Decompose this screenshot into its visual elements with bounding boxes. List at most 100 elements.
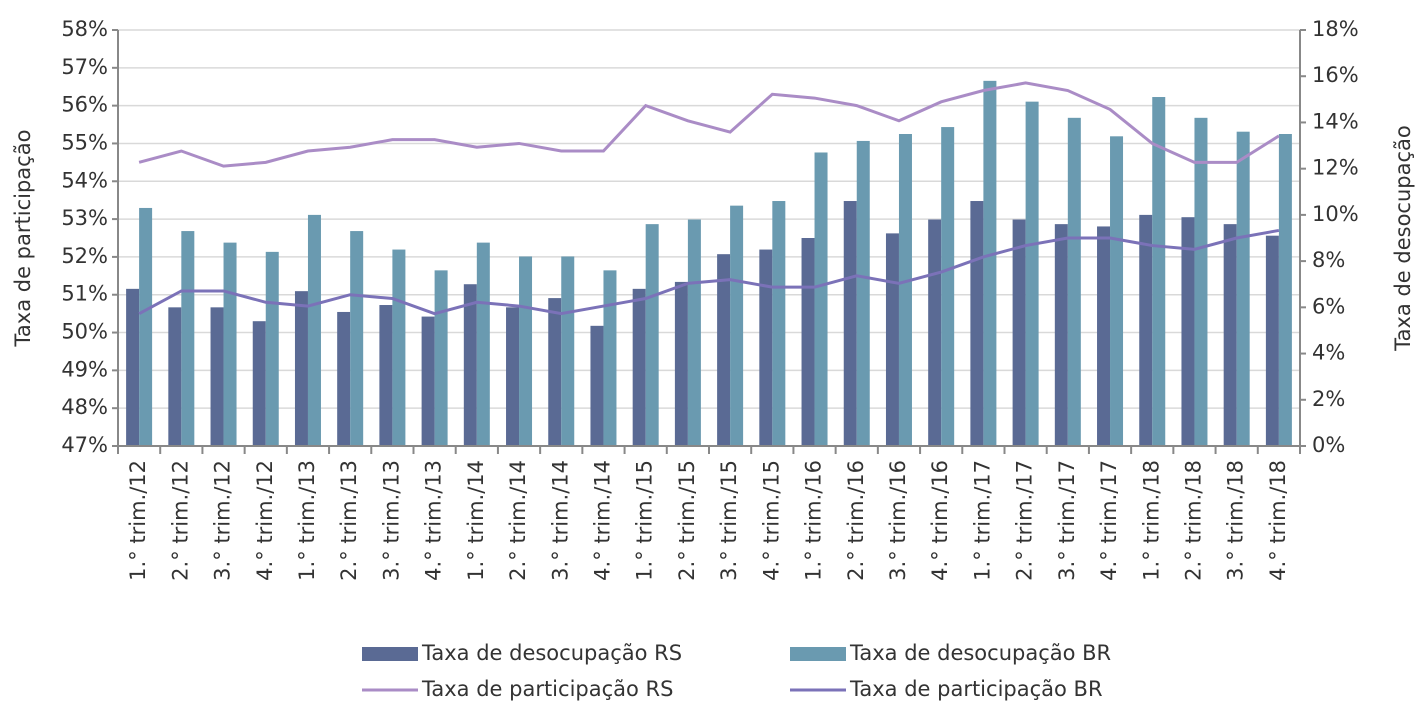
- y2-tick-label: 18%: [1312, 17, 1359, 41]
- x-tick-label: 4.° trim./18: [1266, 460, 1290, 581]
- bar: [632, 288, 646, 446]
- bar: [687, 219, 701, 446]
- bar: [337, 311, 351, 446]
- bar: [1067, 117, 1081, 447]
- bar: [730, 205, 744, 446]
- bar: [1265, 235, 1279, 446]
- bar: [181, 231, 195, 446]
- bar: [1097, 226, 1111, 446]
- y-tick-label: 55%: [61, 130, 108, 154]
- y-tick-label: 57%: [61, 55, 108, 79]
- bar: [603, 270, 617, 446]
- bar: [265, 251, 279, 446]
- bar: [645, 224, 659, 446]
- bar: [548, 298, 562, 446]
- bar: [814, 152, 828, 446]
- bar: [126, 288, 140, 446]
- bar: [772, 201, 786, 446]
- y-tick-label: 58%: [61, 17, 108, 41]
- bar: [350, 231, 364, 446]
- bar: [1025, 101, 1039, 447]
- bar: [421, 316, 435, 446]
- y-tick-label: 52%: [61, 244, 108, 268]
- bar: [843, 201, 857, 446]
- y-tick-label: 56%: [61, 93, 108, 117]
- x-tick-label: 3.° trim./14: [548, 460, 572, 581]
- x-tick-label: 1.° trim./16: [802, 460, 826, 581]
- bar: [1110, 136, 1124, 447]
- y2-tick-label: 14%: [1312, 109, 1359, 133]
- bar: [223, 242, 237, 446]
- legend-label: Taxa de desocupação RS: [421, 641, 682, 665]
- y2-axis-title: Taxa de desocupação: [1391, 125, 1415, 351]
- x-tick-label: 3.° trim./13: [379, 460, 403, 581]
- y-axis-title: Taxa de participação: [11, 130, 35, 348]
- bar: [983, 80, 997, 446]
- x-tick-label: 1.° trim./13: [295, 460, 319, 581]
- bar: [210, 307, 224, 446]
- y2-tick-label: 12%: [1312, 156, 1359, 180]
- line: [138, 228, 1280, 316]
- bar: [1152, 97, 1166, 447]
- bar: [252, 321, 266, 446]
- y-tick-label: 51%: [61, 282, 108, 306]
- y-tick-label: 50%: [61, 320, 108, 344]
- bar: [1139, 214, 1153, 446]
- x-tick-label: 2.° trim./17: [1013, 460, 1037, 581]
- x-tick-label: 2.° trim./13: [337, 460, 361, 581]
- x-tick-label: 4.° trim./16: [928, 460, 952, 581]
- y2-tick-label: 16%: [1312, 63, 1359, 87]
- bar: [898, 134, 912, 446]
- x-tick-label: 1.° trim./15: [633, 460, 657, 581]
- bar: [1181, 217, 1195, 446]
- bar: [801, 238, 815, 446]
- y2-tick-label: 8%: [1312, 248, 1345, 272]
- bar: [717, 254, 731, 446]
- bar: [1194, 117, 1208, 447]
- x-tick-label: 1.° trim./17: [970, 460, 994, 581]
- x-tick-label: 3.° trim./12: [211, 460, 235, 581]
- bar: [519, 256, 533, 446]
- bar: [463, 284, 477, 446]
- y-tick-label: 48%: [61, 395, 108, 419]
- x-tick-label: 2.° trim./14: [506, 460, 530, 581]
- bar: [506, 307, 520, 446]
- legend-label: Taxa de desocupação BR: [849, 641, 1111, 665]
- bar: [434, 270, 448, 446]
- y-tick-label: 49%: [61, 357, 108, 381]
- x-tick-label: 4.° trim./15: [759, 460, 783, 581]
- x-tick-label: 4.° trim./17: [1097, 460, 1121, 581]
- bar: [476, 242, 490, 446]
- x-tick-label: 2.° trim./18: [1181, 460, 1205, 581]
- bar: [1012, 219, 1026, 446]
- bar: [139, 207, 153, 446]
- legend-label: Taxa de participação RS: [421, 677, 673, 701]
- bar: [941, 127, 955, 447]
- legend-label: Taxa de participação BR: [849, 677, 1103, 701]
- x-tick-label: 3.° trim./18: [1224, 460, 1248, 581]
- legend-swatch: [362, 647, 418, 661]
- y2-tick-label: 4%: [1312, 341, 1345, 365]
- bar: [561, 256, 575, 446]
- bar: [294, 291, 308, 446]
- y2-tick-label: 0%: [1312, 433, 1345, 457]
- y2-tick-label: 2%: [1312, 387, 1345, 411]
- y-tick-label: 47%: [61, 433, 108, 457]
- legend-swatch: [790, 647, 846, 661]
- bar: [307, 214, 321, 446]
- bar: [392, 249, 406, 446]
- y2-tick-label: 6%: [1312, 294, 1345, 318]
- line: [138, 81, 1280, 168]
- bar: [928, 219, 942, 446]
- bar: [1054, 224, 1068, 446]
- x-tick-label: 4.° trim./12: [253, 460, 277, 581]
- x-tick-label: 2.° trim./12: [168, 460, 192, 581]
- y-tick-label: 53%: [61, 206, 108, 230]
- bar: [674, 281, 688, 446]
- x-tick-label: 3.° trim./15: [717, 460, 741, 581]
- bar: [885, 233, 899, 446]
- x-tick-label: 1.° trim./18: [1139, 460, 1163, 581]
- x-tick-label: 4.° trim./13: [422, 460, 446, 581]
- x-tick-label: 4.° trim./14: [590, 460, 614, 581]
